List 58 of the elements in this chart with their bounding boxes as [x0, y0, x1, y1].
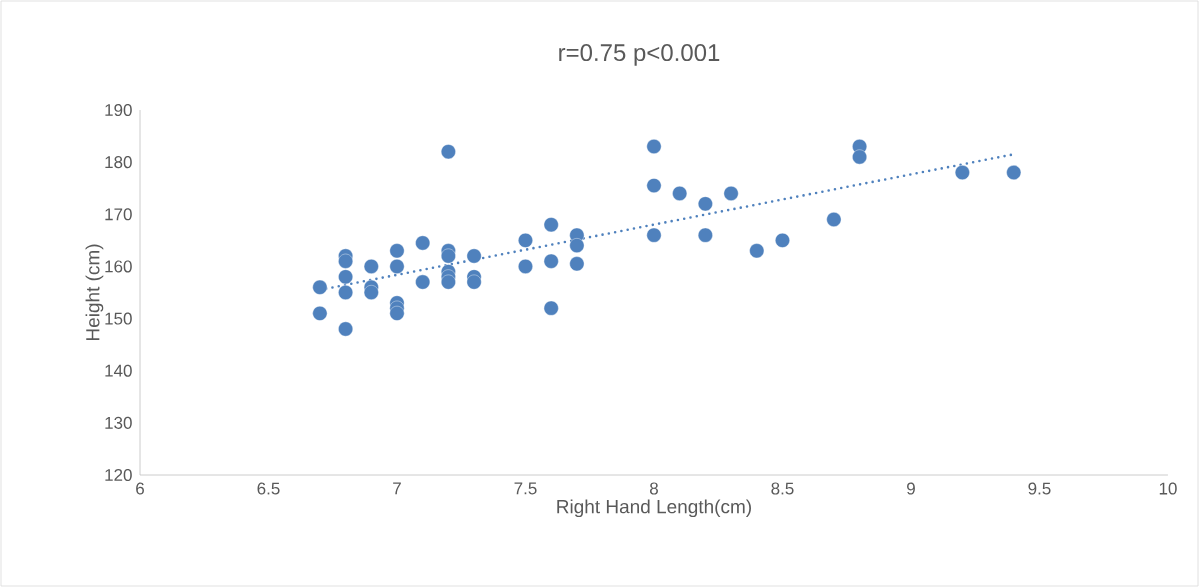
point: [697, 196, 713, 212]
point: [672, 186, 688, 201]
y-axis-title: Height (cm): [85, 244, 104, 341]
point: [415, 235, 431, 251]
y-tick-label: 190: [105, 103, 132, 117]
x-tick-label: 7.5: [514, 482, 537, 495]
point: [518, 259, 533, 274]
point: [646, 139, 662, 154]
x-tick-label: 6.5: [257, 482, 280, 495]
y-tick-label: 120: [105, 468, 132, 482]
y-tick-label: 140: [105, 364, 132, 377]
point: [440, 144, 456, 160]
x-tick-label: 6: [136, 482, 144, 495]
point: [363, 285, 379, 300]
point: [466, 274, 482, 290]
point: [543, 217, 559, 233]
point: [389, 305, 405, 321]
point: [389, 259, 405, 274]
y-tick-label: 130: [105, 416, 132, 429]
point: [338, 253, 353, 269]
point: [440, 274, 456, 290]
x-tick-label: 7: [393, 482, 401, 495]
point: [1006, 165, 1022, 180]
chart-title: r=0.75 p<0.001: [559, 44, 720, 66]
point: [775, 232, 790, 248]
point: [852, 149, 867, 165]
point: [543, 300, 559, 316]
point: [518, 232, 533, 248]
point: [338, 321, 353, 337]
point: [826, 212, 842, 227]
point: [569, 256, 585, 272]
point: [363, 259, 379, 274]
x-tick-label: 9.5: [1028, 482, 1051, 495]
point: [415, 274, 431, 290]
y-tick-label: 180: [105, 156, 132, 169]
x-axis-title: Right Hand Length(cm): [557, 499, 751, 518]
point: [543, 253, 559, 269]
y-tick-label: 170: [105, 208, 132, 221]
x-tick-label: 10: [1159, 482, 1177, 495]
x-tick-label: 8: [649, 482, 658, 495]
point: [466, 248, 482, 264]
point: [749, 243, 765, 259]
point: [697, 227, 713, 243]
point: [954, 165, 970, 180]
point: [646, 227, 662, 243]
y-tick-label: 150: [105, 312, 132, 325]
x-tick-label: 9: [907, 482, 915, 495]
point: [389, 243, 405, 259]
point: [723, 186, 739, 201]
point: [338, 269, 353, 285]
point: [312, 279, 328, 295]
point: [338, 285, 353, 300]
y-tick-label: 160: [105, 260, 132, 273]
point: [312, 305, 328, 321]
point: [569, 238, 585, 253]
point: [646, 178, 662, 193]
point: [440, 248, 456, 264]
x-tick-label: 8.5: [771, 482, 794, 495]
